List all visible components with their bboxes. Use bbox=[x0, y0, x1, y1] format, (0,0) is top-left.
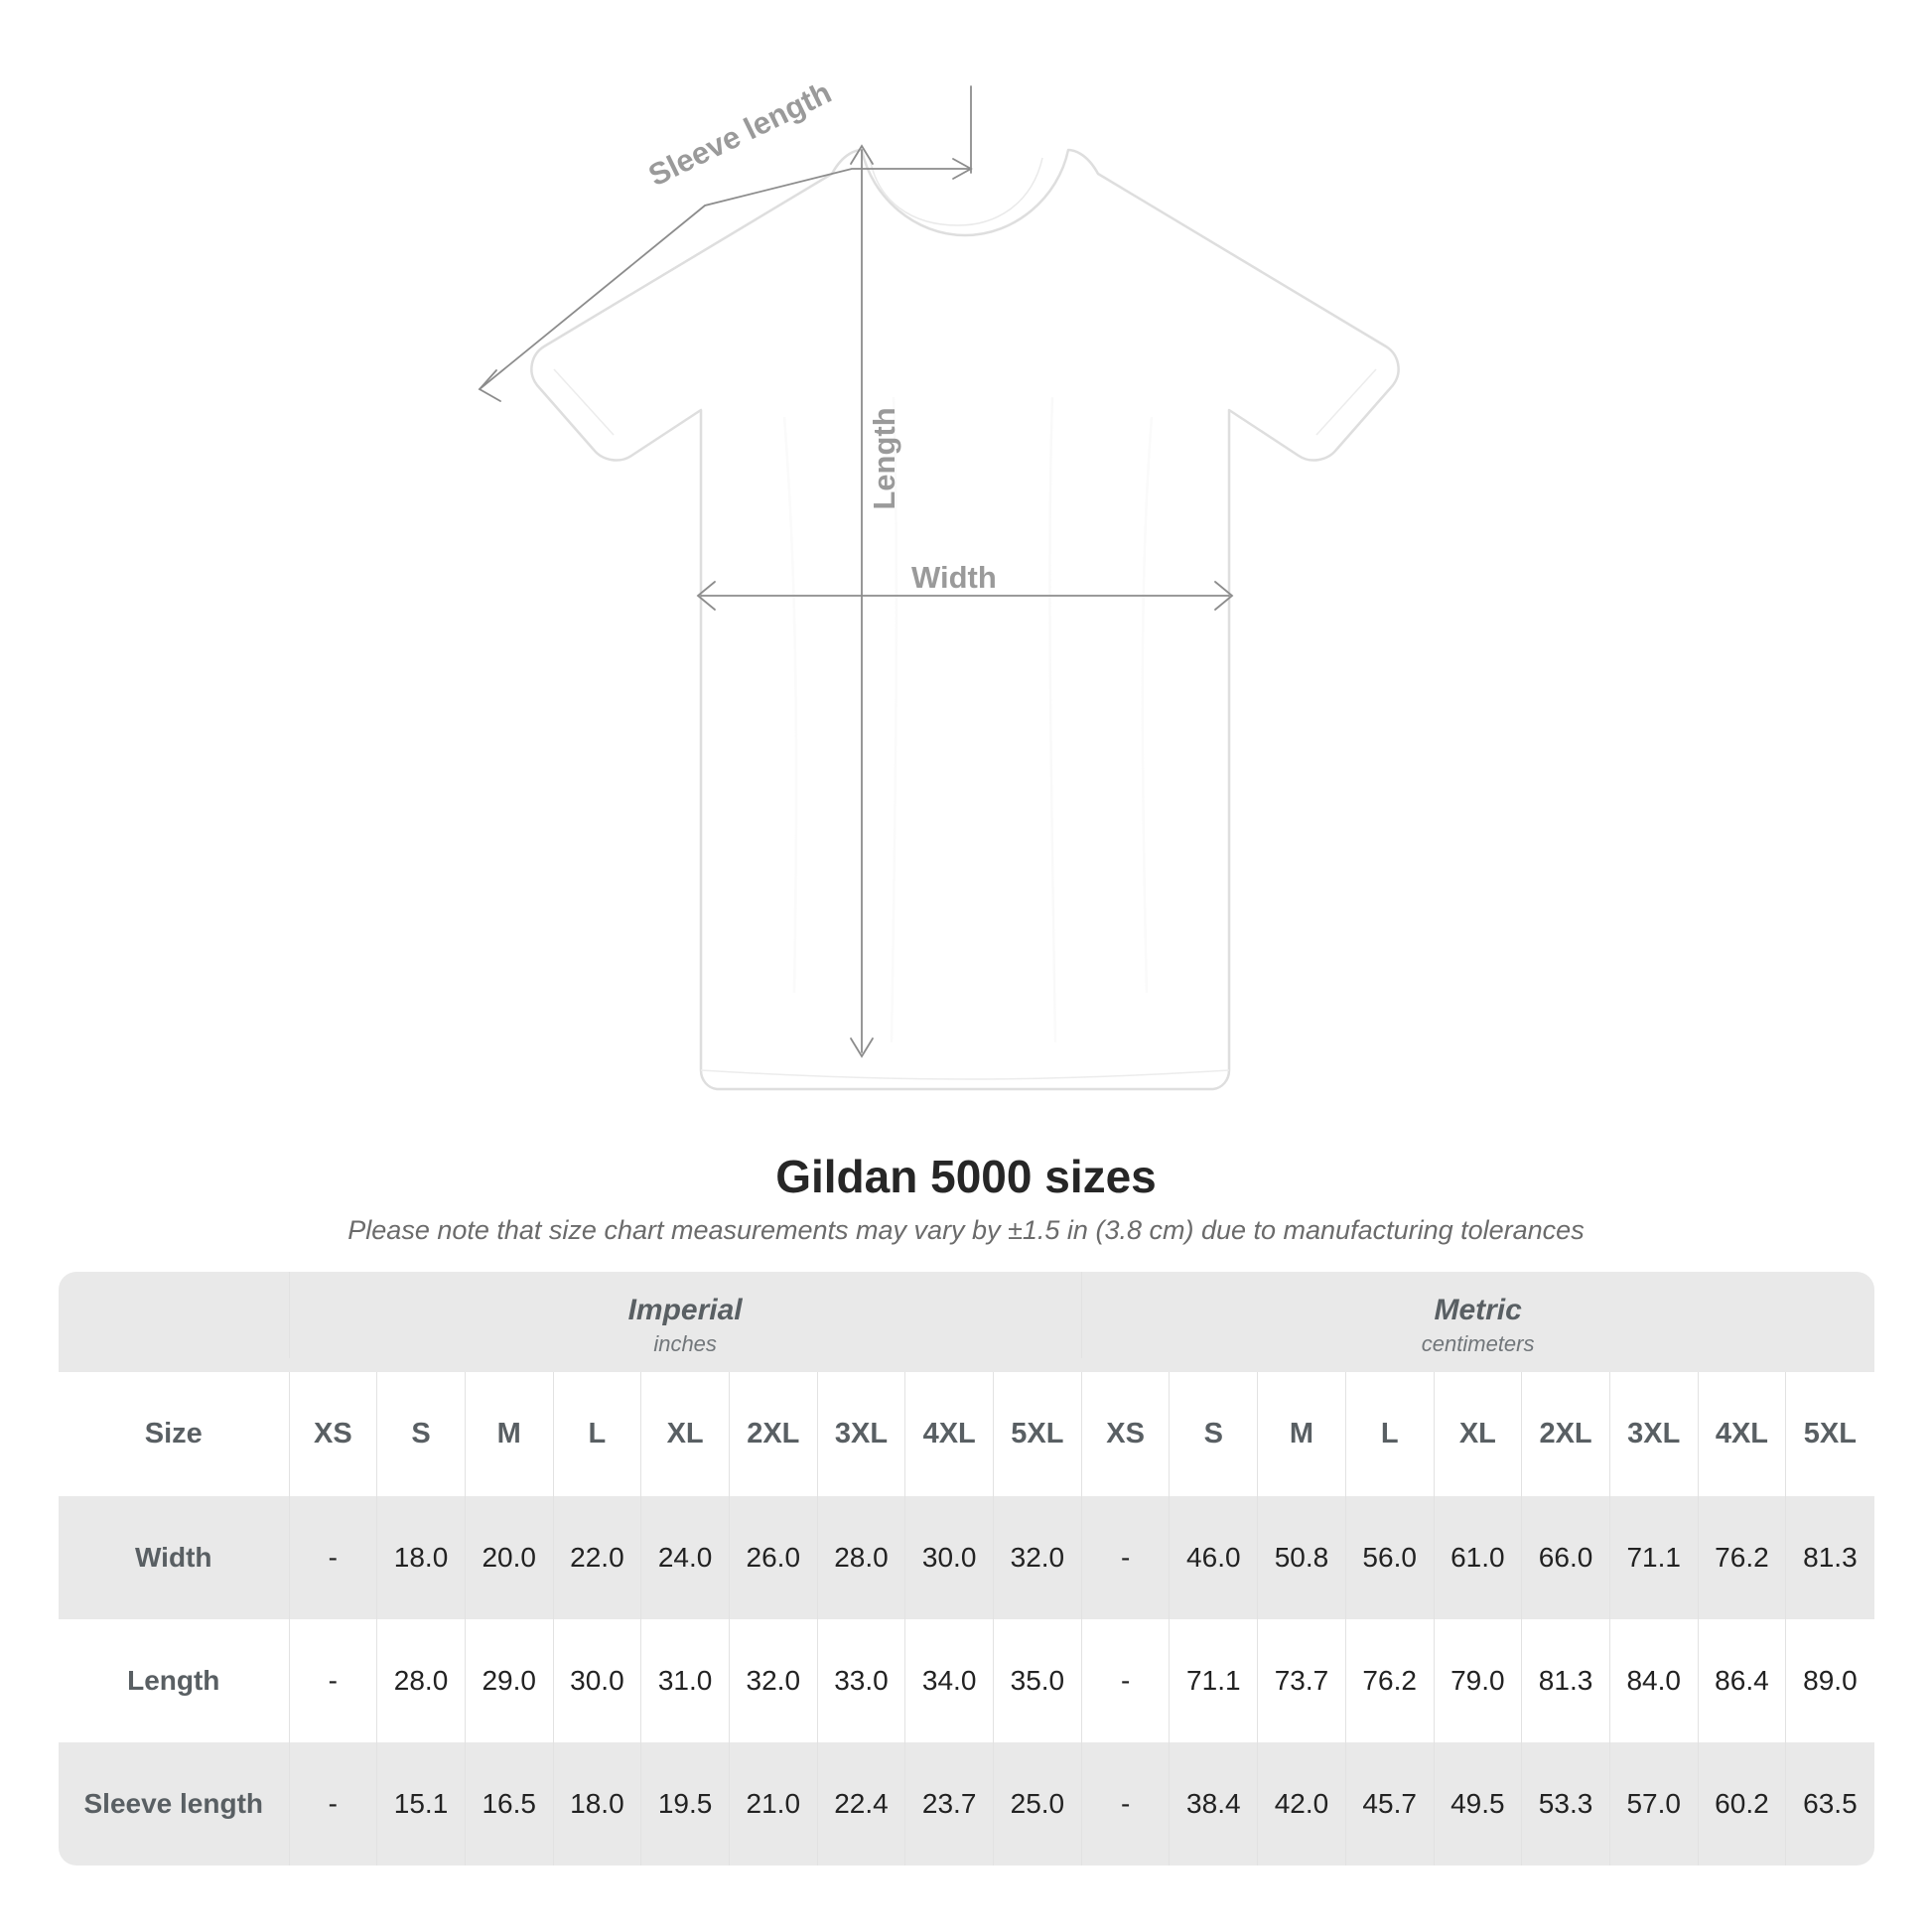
svg-text:Sleeve length: Sleeve length bbox=[643, 74, 837, 193]
svg-text:Width: Width bbox=[911, 560, 997, 595]
svg-text:Length: Length bbox=[867, 407, 901, 509]
